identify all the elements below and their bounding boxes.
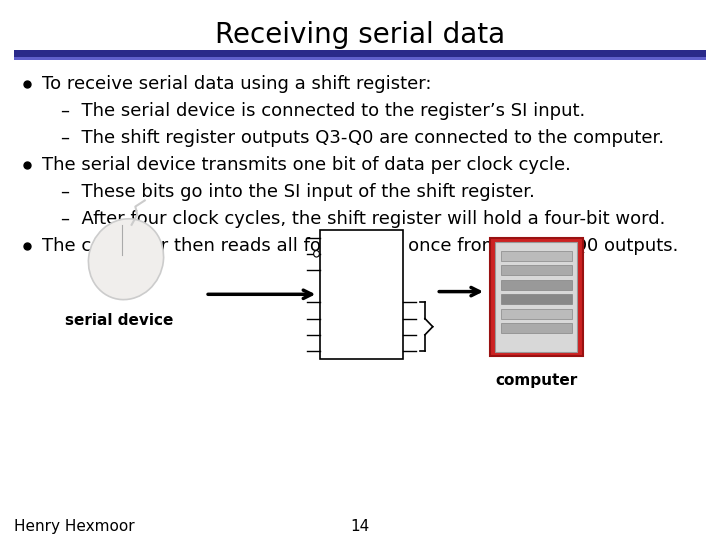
Text: LD: LD [323,249,335,259]
Text: The serial device transmits one bit of data per clock cycle.: The serial device transmits one bit of d… [42,156,571,174]
Text: D3: D3 [323,298,335,307]
Text: –  The shift register outputs Q3-Q0 are connected to the computer.: – The shift register outputs Q3-Q0 are c… [61,129,665,147]
Text: To receive serial data using a shift register:: To receive serial data using a shift reg… [42,75,431,93]
Bar [14,57,706,60]
Bar [501,251,572,261]
Text: Q3: Q3 [389,298,401,307]
Text: CLK: CLK [323,233,341,242]
Ellipse shape [89,219,163,300]
Bar [490,238,583,356]
Text: serial device: serial device [65,313,173,328]
Text: 14: 14 [351,519,369,534]
Bar [495,242,577,352]
Text: Receiving serial data: Receiving serial data [215,21,505,49]
Bar [501,280,572,290]
Text: computer: computer [495,373,577,388]
Bar [501,265,572,275]
Bar [501,294,572,304]
Text: D1: D1 [323,330,335,340]
Text: The computer then reads all four bits at once from the Q3-Q0 outputs.: The computer then reads all four bits at… [42,237,678,255]
Text: –  After four clock cycles, the shift register will hold a four-bit word.: – After four clock cycles, the shift reg… [61,210,665,228]
Text: Henry Hexmoor: Henry Hexmoor [14,519,135,534]
Text: –  The serial device is connected to the register’s SI input.: – The serial device is connected to the … [61,102,585,120]
Bar [320,230,403,359]
Bar [501,308,572,319]
Text: Q0: Q0 [389,346,401,356]
Text: –  These bits go into the SI input of the shift register.: – These bits go into the SI input of the… [61,183,535,201]
Text: D2: D2 [323,314,335,323]
Text: Q2: Q2 [389,314,401,323]
Ellipse shape [314,251,320,257]
Text: D0: D0 [323,346,335,356]
Bar [14,50,706,57]
Text: SI: SI [323,265,335,275]
Text: Q1: Q1 [389,330,401,340]
Bar [501,323,572,333]
